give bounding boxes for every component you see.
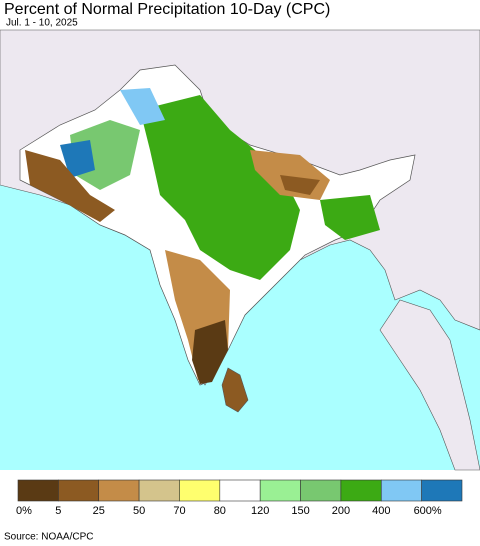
legend-swatch — [340, 479, 382, 502]
map — [0, 29, 480, 471]
legend-swatch — [58, 479, 100, 502]
title: Percent of Normal Precipitation 10-Day (… — [4, 1, 330, 18]
source: Source: NOAA/CPC — [4, 532, 93, 543]
legend-swatch — [380, 479, 422, 502]
legend-swatch — [179, 479, 221, 502]
island — [221, 367, 249, 413]
wet-area-east — [320, 195, 380, 240]
legend-swatch — [98, 479, 140, 502]
very-wet-area-north — [120, 88, 165, 125]
legend-swatch — [259, 479, 301, 502]
legend-swatch — [219, 479, 261, 502]
legend-label: 0% — [16, 505, 32, 517]
very-dry-area-south — [192, 320, 228, 384]
legend-label: 400 — [372, 505, 390, 517]
legend-label: 25 — [93, 505, 105, 517]
legend-swatch — [17, 479, 59, 502]
legend-label: 5 — [55, 505, 61, 517]
legend-label: 600% — [414, 505, 442, 517]
very-wet-area — [60, 140, 95, 178]
legend-swatch — [138, 479, 180, 502]
legend-swatch — [421, 479, 463, 502]
wet-area-west — [70, 120, 140, 190]
subtitle: Jul. 1 - 10, 2025 — [6, 18, 78, 29]
legend-label: 120 — [251, 505, 269, 517]
wet-area — [140, 95, 300, 280]
legend-swatch — [300, 479, 342, 502]
legend: 0% 5 25 50 70 80 120 150 200 400 600% — [16, 479, 463, 517]
legend-label: 50 — [133, 505, 145, 517]
legend-label: 200 — [332, 505, 350, 517]
land-southeast — [379, 299, 480, 471]
legend-label: 80 — [214, 505, 226, 517]
dry-area-west — [25, 150, 115, 222]
legend-label: 70 — [173, 505, 185, 517]
dry-area-core — [280, 175, 320, 195]
legend-label: 150 — [291, 505, 309, 517]
